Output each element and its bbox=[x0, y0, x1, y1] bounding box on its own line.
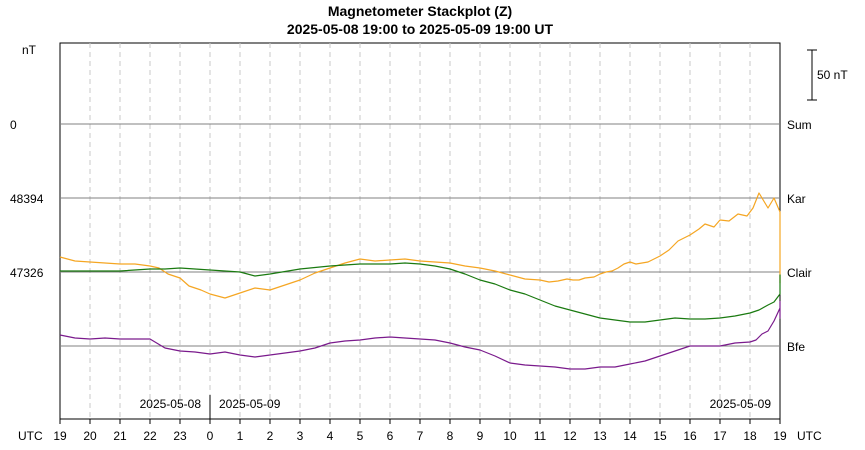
x-axis-ticks: 19 20 21 22 23 0 1 2 3 4 5 6 7 8 9 10 11 12 13 14 15 16 17 18 19 bbox=[53, 419, 787, 443]
series-line-kar bbox=[60, 262, 781, 323]
baseline-label-clair: 47326 bbox=[10, 266, 44, 280]
date-label-middle: 2025-05-09 bbox=[219, 397, 281, 411]
x-tick-label-16: 11 bbox=[534, 429, 547, 443]
x-tick-label-6: 1 bbox=[237, 429, 244, 443]
x-tick-label-3: 22 bbox=[143, 429, 157, 443]
x-tick-label-19: 14 bbox=[623, 429, 637, 443]
x-axis-label-right: UTC bbox=[797, 429, 822, 443]
baseline-label-sum: 0 bbox=[10, 118, 17, 132]
chart-subtitle: 2025-05-08 19:00 to 2025-05-09 19:00 UT bbox=[287, 21, 554, 37]
x-tick-label-22: 17 bbox=[713, 429, 727, 443]
x-tick-label-10: 5 bbox=[357, 429, 364, 443]
date-label-left: 2025-05-08 bbox=[140, 397, 202, 411]
x-tick-label-4: 23 bbox=[173, 429, 187, 443]
x-tick-label-9: 4 bbox=[327, 429, 334, 443]
x-tick-label-20: 15 bbox=[653, 429, 667, 443]
station-label-bfe: Bfe bbox=[787, 340, 805, 354]
x-tick-label-2: 21 bbox=[113, 429, 127, 443]
station-label-clair: Clair bbox=[787, 266, 812, 280]
x-tick-label-24: 19 bbox=[773, 429, 787, 443]
x-tick-label-14: 9 bbox=[477, 429, 484, 443]
series-line-clair bbox=[59, 301, 781, 370]
vertical-grid bbox=[89, 43, 751, 419]
scale-bar: 50 nT bbox=[807, 49, 848, 101]
x-tick-label-8: 3 bbox=[297, 429, 304, 443]
date-label-right: 2025-05-09 bbox=[710, 397, 772, 411]
y-axis-unit: nT bbox=[22, 43, 37, 57]
x-tick-label-12: 7 bbox=[417, 429, 424, 443]
x-tick-label-18: 13 bbox=[593, 429, 607, 443]
x-axis-label-left: UTC bbox=[18, 429, 43, 443]
x-tick-label-0: 19 bbox=[53, 429, 67, 443]
x-tick-label-11: 6 bbox=[387, 429, 394, 443]
x-tick-label-13: 8 bbox=[447, 429, 454, 443]
x-tick-label-17: 12 bbox=[563, 429, 577, 443]
baseline-label-kar: 48394 bbox=[10, 192, 44, 206]
series-lines bbox=[59, 192, 781, 370]
x-tick-label-1: 20 bbox=[83, 429, 97, 443]
station-label-sum: Sum bbox=[787, 118, 812, 132]
series-line-sum bbox=[59, 192, 781, 299]
x-tick-label-7: 2 bbox=[267, 429, 274, 443]
chart-title: Magnetometer Stackplot (Z) bbox=[328, 3, 512, 19]
scale-bar-label: 50 nT bbox=[817, 68, 848, 82]
x-tick-label-5: 0 bbox=[207, 429, 214, 443]
baselines bbox=[60, 123, 780, 347]
x-tick-label-15: 10 bbox=[503, 429, 517, 443]
x-tick-label-23: 18 bbox=[743, 429, 757, 443]
x-tick-label-21: 16 bbox=[683, 429, 697, 443]
station-label-kar: Kar bbox=[787, 192, 806, 206]
